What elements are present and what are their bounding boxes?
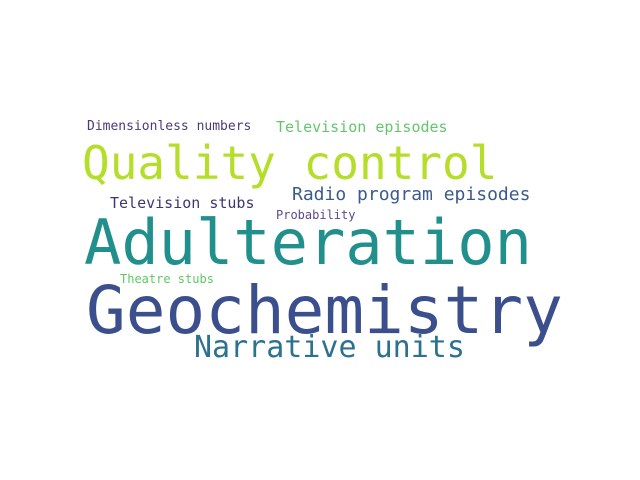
word-dimensionless-numbers: Dimensionless numbers xyxy=(87,119,252,134)
word-radio-program-episodes: Radio program episodes xyxy=(292,184,531,205)
word-television-episodes: Television episodes xyxy=(276,118,448,136)
word-television-stubs: Television stubs xyxy=(110,194,255,212)
word-geochemistry: Geochemistry xyxy=(86,272,563,349)
word-probability: Probability xyxy=(276,208,356,222)
word-adulteration: Adulteration xyxy=(84,206,532,279)
word-narrative-units: Narrative units xyxy=(194,330,465,365)
word-theatre-stubs: Theatre stubs xyxy=(120,272,214,286)
word-quality-control: Quality control xyxy=(82,136,498,190)
